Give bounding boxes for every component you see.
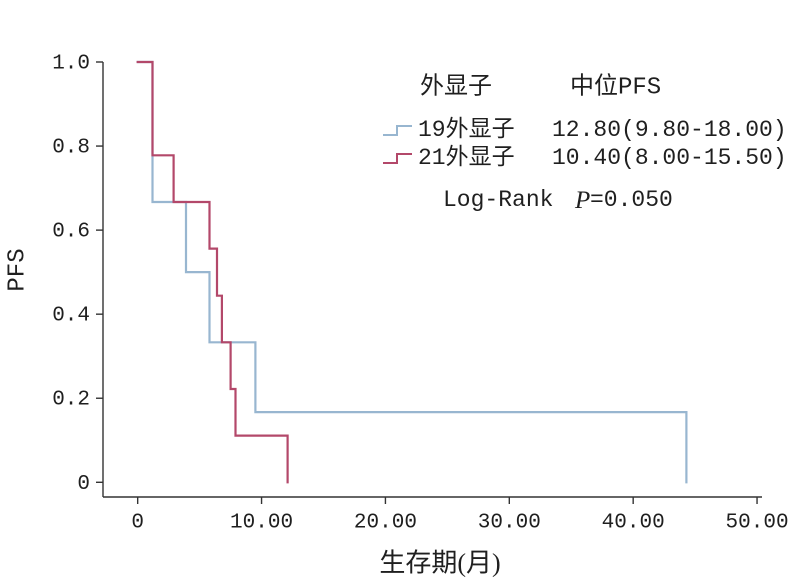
x-tick-label: 30.00	[478, 512, 541, 535]
legend-median-value: 12.80(9.80-18.00)	[552, 117, 787, 143]
legend-series-name: 19外显子	[418, 116, 515, 143]
x-axis-title: 生存期(月)	[379, 549, 500, 578]
legend-header-group: 外显子	[420, 73, 492, 102]
x-tick-label: 40.00	[602, 512, 665, 535]
step-line-icon	[383, 125, 412, 136]
y-tick-label: 0.4	[52, 305, 90, 328]
legend-series-name: 21外显子	[418, 144, 515, 171]
y-axis-title: PFS	[5, 248, 32, 291]
y-tick-label: 0	[77, 473, 90, 496]
axes: 1.0 0.8 0.6 0.4 0.2 0 0 10.00 20.00 30.00 40.00 50.…	[52, 53, 788, 535]
legend-entry: 21外显子 10.40(8.00-15.50)	[383, 144, 787, 171]
plot-area	[136, 60, 688, 484]
y-tick-label: 1.0	[52, 53, 90, 76]
x-tick-label: 20.00	[354, 512, 417, 535]
x-tick-label: 50.00	[726, 512, 789, 535]
legend-header-median: 中位PFS	[570, 73, 661, 102]
x-tick-label: 0	[131, 512, 144, 535]
log-rank-p-symbol: P	[574, 187, 590, 214]
survival-curve-2	[136, 60, 289, 484]
step-line-icon	[383, 153, 412, 164]
legend-entry: 19外显子 12.80(9.80-18.00)	[383, 116, 787, 143]
y-tick-label: 0.8	[52, 137, 90, 160]
legend: 外显子 中位PFS 19外显子 12.80(9.80-18.00) 21外显子 …	[383, 73, 787, 214]
log-rank-label: Log-Rank	[443, 187, 553, 213]
y-tick-label: 0.6	[52, 221, 90, 244]
x-tick-label: 10.00	[230, 512, 293, 535]
log-rank-annotation: Log-Rank P=0.050	[443, 187, 673, 214]
log-rank-p-value: =0.050	[590, 187, 673, 213]
legend-median-value: 10.40(8.00-15.50)	[552, 145, 787, 171]
y-tick-label: 0.2	[52, 389, 90, 412]
